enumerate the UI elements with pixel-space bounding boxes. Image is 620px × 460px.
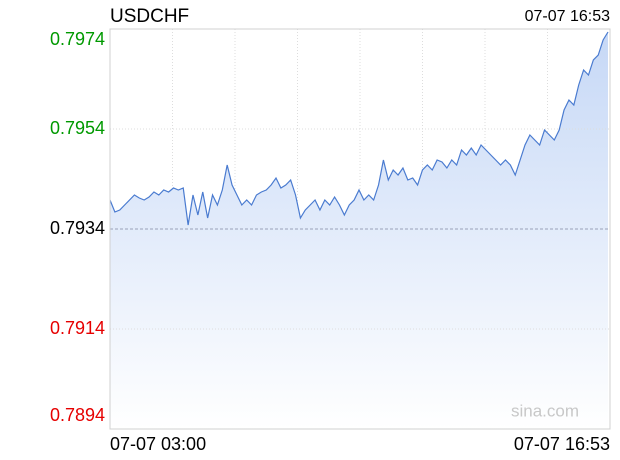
price-line [109,31,609,226]
y-tick-label: 0.7894 [50,405,105,425]
plot-frame [109,28,611,430]
time-label: 07-07 16:53 [525,8,611,25]
y-tick-label: 0.7954 [50,118,105,138]
y-tick-label: 0.7914 [50,318,105,338]
y-tick-label: 0.7974 [50,29,105,49]
x-tick-label: 07-07 03:00 [110,434,206,454]
chart-title: USDCHF [110,6,189,27]
y-tick-label: 0.7934 [50,218,105,238]
area [110,32,608,429]
watermark: sina.com [511,401,579,420]
x-tick-label: 07-07 16:53 [514,434,610,454]
